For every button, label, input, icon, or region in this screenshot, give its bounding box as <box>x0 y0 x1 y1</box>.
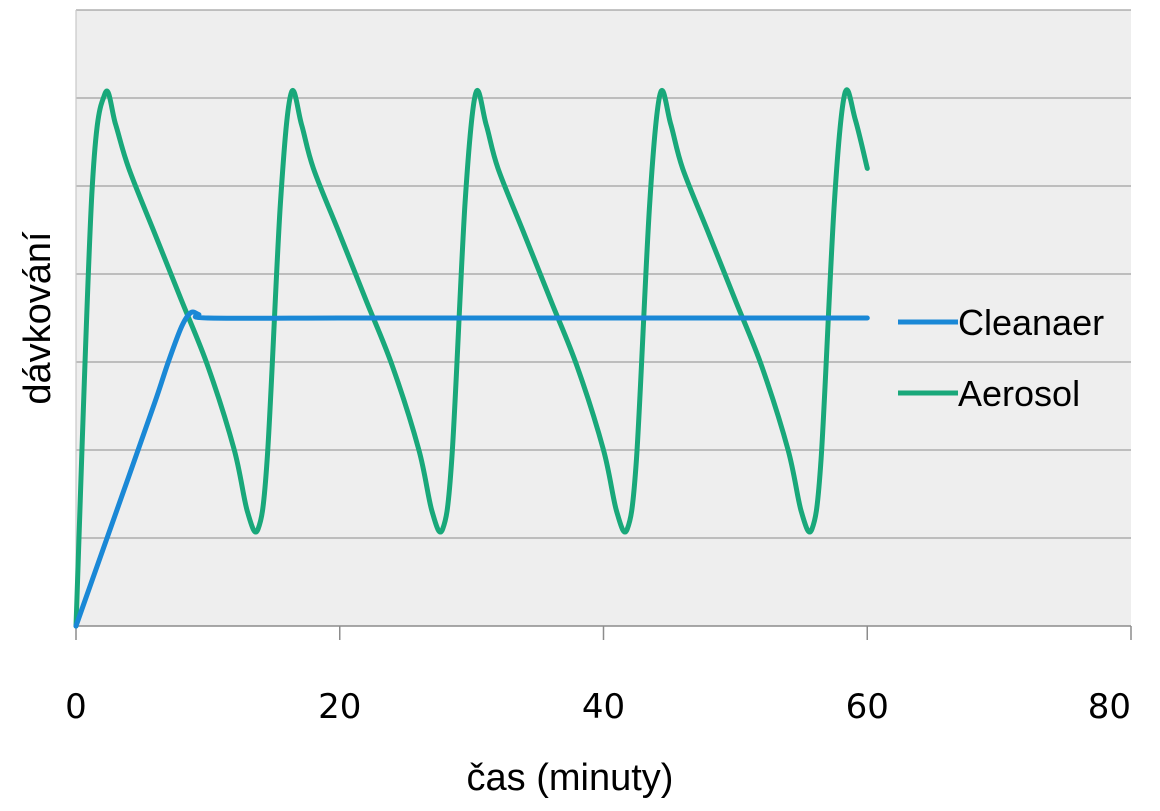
y-axis-title: dávkování <box>17 231 59 405</box>
x-tick-label: 60 <box>846 687 889 727</box>
x-tick-label: 80 <box>1088 687 1131 727</box>
series-line-aerosol <box>73 87 870 629</box>
legend-label-cleanaer: Cleanaer <box>958 302 1104 343</box>
legend-label-aerosol: Aerosol <box>958 373 1080 414</box>
x-axis-title: čas (minuty) <box>467 757 674 799</box>
x-tick-label: 20 <box>318 687 361 727</box>
x-tick-label: 40 <box>582 687 625 727</box>
x-tick-labels: 0 20 40 60 80 <box>65 687 1131 727</box>
series-line-cleanaer <box>73 309 870 629</box>
axes <box>75 10 1132 640</box>
legend: Cleanaer Aerosol <box>898 302 1104 414</box>
series-lines <box>73 87 870 629</box>
x-tick-label: 0 <box>65 687 87 727</box>
